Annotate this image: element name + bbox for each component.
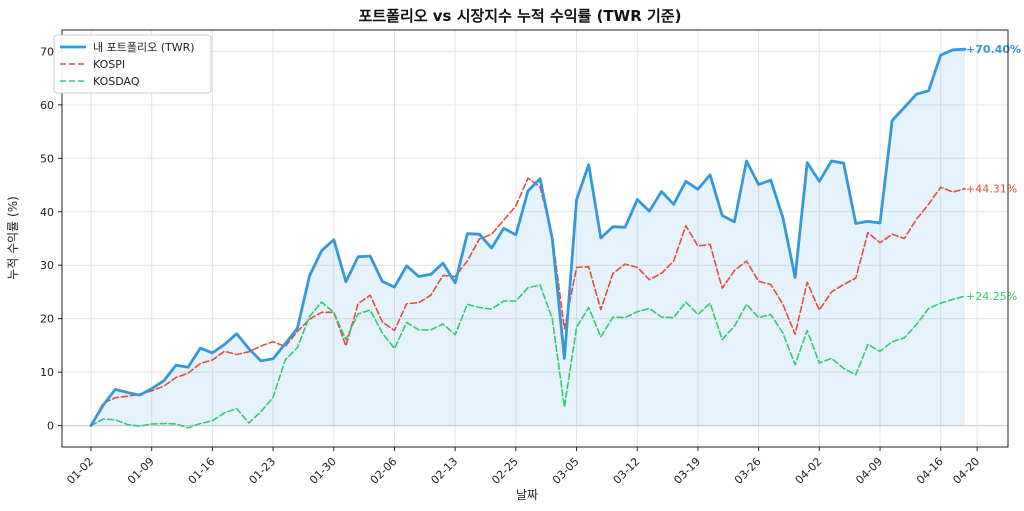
series-end-label-2: +24.25% (966, 290, 1017, 303)
series-line-0 (89, 47, 967, 428)
series-line-1 (90, 177, 966, 427)
y-tick-label: 20 (40, 313, 54, 326)
legend-label-0: 내 포트폴리오 (TWR) (93, 41, 195, 54)
y-axis-title: 누적 수익률 (%) (6, 196, 20, 280)
plot-frame (61, 29, 1009, 448)
y-tick-label: 0 (47, 420, 54, 433)
y-tick-label: 70 (40, 45, 54, 58)
y-tick-label: 30 (40, 259, 54, 272)
chart-title: 포트폴리오 vs 시장지수 누적 수익률 (TWR 기준) (359, 7, 682, 25)
series-layer: +44.31% +24.25% +70.40% (89, 43, 1021, 429)
series-area-fill (91, 49, 965, 426)
x-axis-title: 날짜 (516, 488, 538, 502)
y-tick-label: 10 (40, 366, 54, 379)
series-end-label-1: +44.31% (966, 183, 1017, 196)
y-tick-label: 60 (40, 99, 54, 112)
legend-label-1: KOSPI (93, 58, 125, 71)
legend-box (53, 34, 212, 94)
legend: 내 포트폴리오 (TWR) KOSPI KOSDAQ (53, 34, 212, 94)
y-tick-label: 40 (40, 206, 54, 219)
grid-lines (62, 30, 1008, 447)
legend-label-2: KOSDAQ (93, 75, 140, 88)
series-line-2 (90, 284, 966, 429)
series-end-label-0: +70.40% (966, 43, 1021, 56)
y-tick-label: 50 (40, 152, 54, 165)
